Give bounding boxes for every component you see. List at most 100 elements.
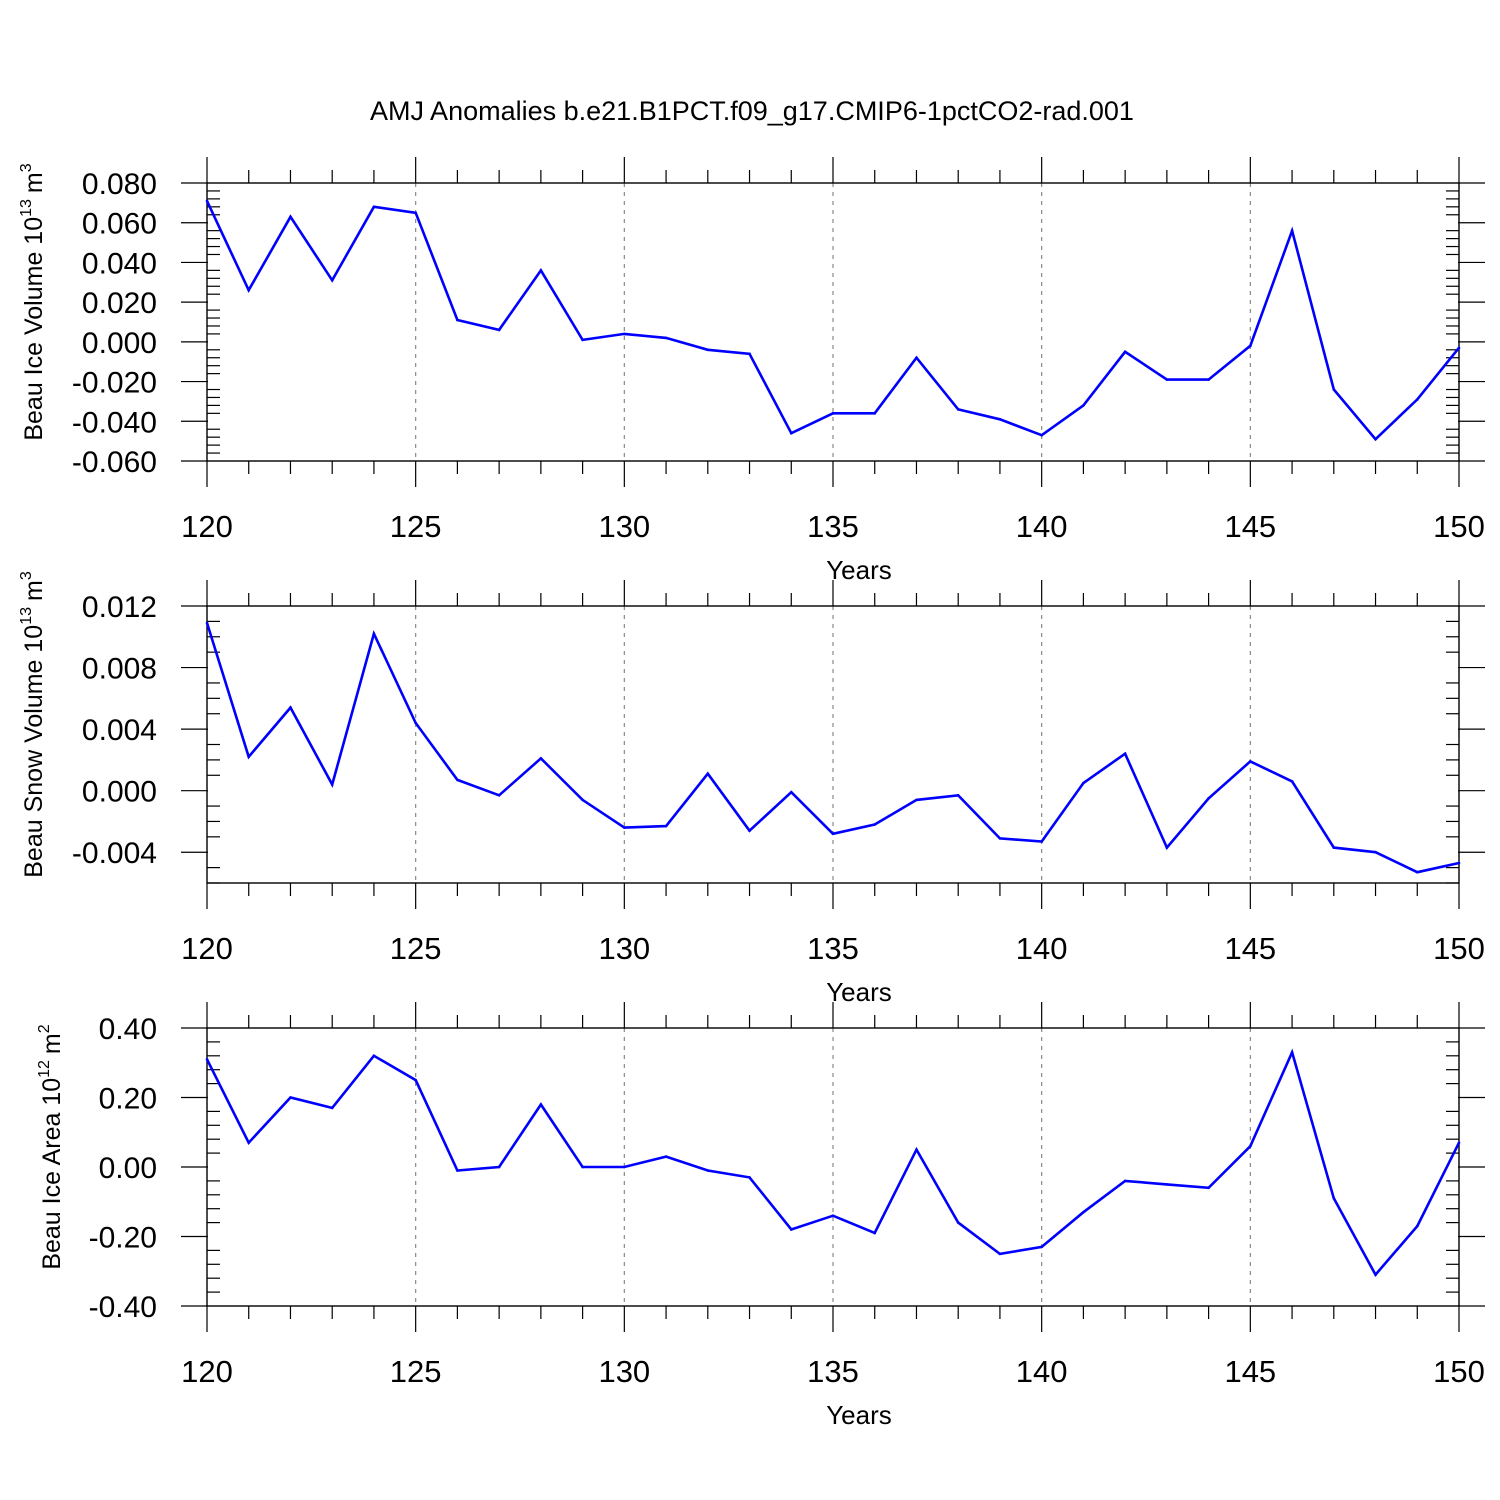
data-point [1332,1196,1336,1200]
data-point [831,412,835,415]
data-point [1374,437,1377,441]
data-point [789,1228,793,1231]
data-point [539,1103,543,1106]
data-point [1082,781,1085,785]
x-tick-label: 120 [181,509,233,544]
x-tick-label: 150 [1433,931,1485,966]
data-point [1123,1179,1127,1183]
y-axis-label-text: Beau Snow Volume 10 [20,625,48,878]
x-tick-label: 130 [598,931,650,966]
y-axis-label-unit: m [20,172,48,193]
data-point [789,790,793,794]
y-axis-label-exponent: 12 [36,1060,53,1078]
data-point [456,318,459,322]
data-point [1290,229,1294,232]
y-axis-label-unit-exponent: 3 [18,571,35,580]
data-point [1374,850,1377,854]
x-tick-label: 140 [1016,509,1068,544]
data-point [205,621,209,625]
data-point [581,338,584,342]
data-point [1040,1245,1043,1249]
data-point [581,798,584,802]
data-point [1040,433,1043,437]
data-point [1207,378,1210,381]
data-point [998,418,1002,421]
data-point [623,1165,626,1169]
data-point [289,706,292,709]
data-point [497,1165,501,1169]
x-tick-label: 130 [598,1354,650,1389]
y-axis-label-exponent: 13 [18,199,35,217]
data-point [1123,350,1127,354]
x-axis-label: Years [826,977,892,1007]
y-axis-label-unit-exponent: 2 [36,1024,53,1033]
data-point [456,778,459,782]
data-point [1082,1210,1085,1214]
data-point [205,199,209,203]
data-point [1457,346,1461,350]
y-tick-label: 0.40 [99,1013,157,1046]
data-point [497,328,501,332]
data-point [330,1106,334,1110]
data-point [998,837,1002,840]
data-point [748,352,751,356]
data-point [414,1078,417,1082]
y-tick-label: -0.004 [72,837,157,870]
y-axis-label-exponent: 13 [18,607,35,625]
data-point [1457,1141,1461,1144]
y-tick-label: 0.000 [82,776,157,809]
y-tick-label: 0.000 [82,327,157,360]
data-point [330,783,334,786]
data-point [330,279,334,282]
x-tick-label: 135 [807,1354,859,1389]
y-axis-label-unit: m [20,580,48,601]
x-tick-label: 140 [1016,1354,1068,1389]
data-point [581,1165,584,1169]
x-tick-label: 145 [1224,1354,1276,1389]
data-point [414,211,417,215]
data-point [915,798,918,802]
data-point [372,632,376,635]
data-point [873,823,877,826]
x-tick-label: 145 [1224,509,1276,544]
data-point [748,1176,751,1179]
x-tick-label: 140 [1016,931,1068,966]
data-point [1165,378,1169,381]
y-tick-label: -0.40 [89,1291,157,1324]
data-point [205,1057,209,1061]
data-point [372,205,376,209]
data-point [664,824,668,828]
data-point [497,793,501,797]
x-tick-label: 135 [807,509,859,544]
data-point [1123,752,1127,756]
data-point [623,332,626,336]
data-point [1374,1273,1377,1277]
data-point [1207,1186,1210,1190]
panel-1: -0.060 -0.040 -0.020 0.000 0.020 0.040 0.060 0.… [18,157,1485,585]
data-point [956,793,960,797]
x-tick-label: 135 [807,931,859,966]
data-point [1332,388,1336,391]
data-point [831,832,835,836]
y-tick-label: 0.080 [82,168,157,201]
y-axis-label: Beau Snow Volume 1013 m3 [18,571,48,878]
data-point [915,356,918,360]
y-tick-label: 0.060 [82,208,157,241]
y-tick-label: 0.020 [82,287,157,320]
data-point [664,1155,668,1158]
y-axis-label-unit-exponent: 3 [18,163,35,172]
data-point [706,348,710,352]
data-point [1040,840,1043,843]
data-point [789,431,793,435]
data-point [915,1148,918,1151]
plot-title: AMJ Anomalies b.e21.B1PCT.f09_g17.CMIP6-… [370,96,1134,126]
data-point [998,1252,1002,1256]
data-point [1332,846,1336,849]
data-point [706,772,710,776]
data-point [1249,344,1252,348]
y-axis-label: Beau Ice Area 1012 m2 [36,1024,66,1269]
data-point [706,1169,710,1172]
data-point [247,288,251,292]
y-tick-label: -0.060 [72,446,157,479]
